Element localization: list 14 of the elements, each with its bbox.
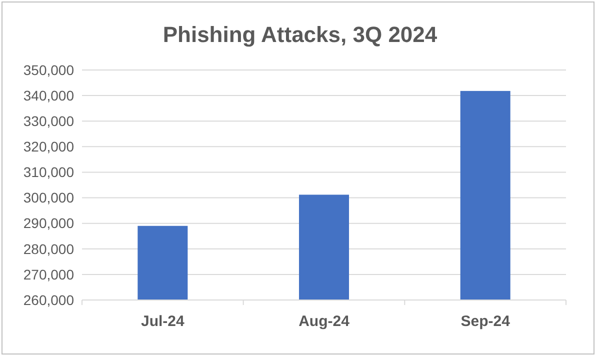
chart-title: Phishing Attacks, 3Q 2024 <box>162 22 438 47</box>
y-tick-label: 260,000 <box>23 292 74 308</box>
y-tick-label: 310,000 <box>23 164 74 180</box>
y-tick-label: 330,000 <box>23 113 74 130</box>
y-tick-label: 290,000 <box>23 215 74 232</box>
y-tick-label: 340,000 <box>23 87 74 104</box>
y-tick-label: 270,000 <box>23 266 74 282</box>
y-tick-label: 320,000 <box>23 138 74 155</box>
x-tick-label: Jul-24 <box>140 313 185 330</box>
x-tick-label: Aug-24 <box>298 313 350 330</box>
x-tick-label: Sep-24 <box>460 313 511 330</box>
y-tick-label: 300,000 <box>23 190 74 206</box>
y-tick-label: 280,000 <box>23 240 74 257</box>
y-tick-label: 350,000 <box>23 62 74 78</box>
